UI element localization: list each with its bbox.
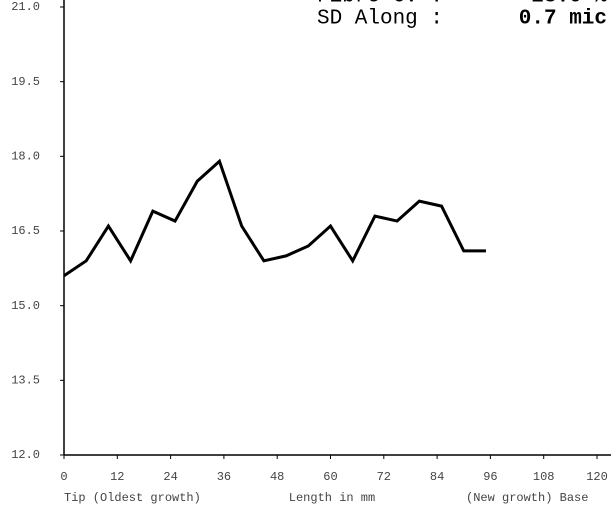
data-line xyxy=(63,158,486,278)
y-tick-label: 15.0 xyxy=(11,299,40,313)
y-tick-label: 12.0 xyxy=(11,448,40,462)
stat-value: 23.0 % xyxy=(531,0,607,9)
y-tick-label: 19.5 xyxy=(11,75,40,89)
y-tick-label: 18.0 xyxy=(11,150,40,164)
stat-label: SD Along : xyxy=(317,8,443,31)
y-tick-label: 16.5 xyxy=(11,224,40,238)
x-axis-left-label: Tip (Oldest growth) xyxy=(64,491,201,505)
stat-value: 0.7 mic xyxy=(519,8,607,31)
x-tick-label: 108 xyxy=(533,470,555,484)
x-tick-label: 120 xyxy=(586,470,608,484)
x-axis-label: Length in mm xyxy=(289,491,375,505)
x-tick-label: 84 xyxy=(430,470,444,484)
x-axis-right-label: (New growth) Base xyxy=(466,491,588,505)
x-tick-label: 36 xyxy=(217,470,231,484)
x-tick-label: 48 xyxy=(270,470,284,484)
y-tick-label: 21.0 xyxy=(11,0,40,14)
stat-label: Fibre CV : xyxy=(317,0,443,9)
x-tick-label: 72 xyxy=(377,470,391,484)
x-tick-label: 60 xyxy=(323,470,337,484)
x-tick-label: 24 xyxy=(163,470,177,484)
x-tick-label: 12 xyxy=(110,470,124,484)
x-tick-label: 96 xyxy=(483,470,497,484)
x-tick-label: 0 xyxy=(60,470,67,484)
y-tick-label: 13.5 xyxy=(11,374,40,388)
